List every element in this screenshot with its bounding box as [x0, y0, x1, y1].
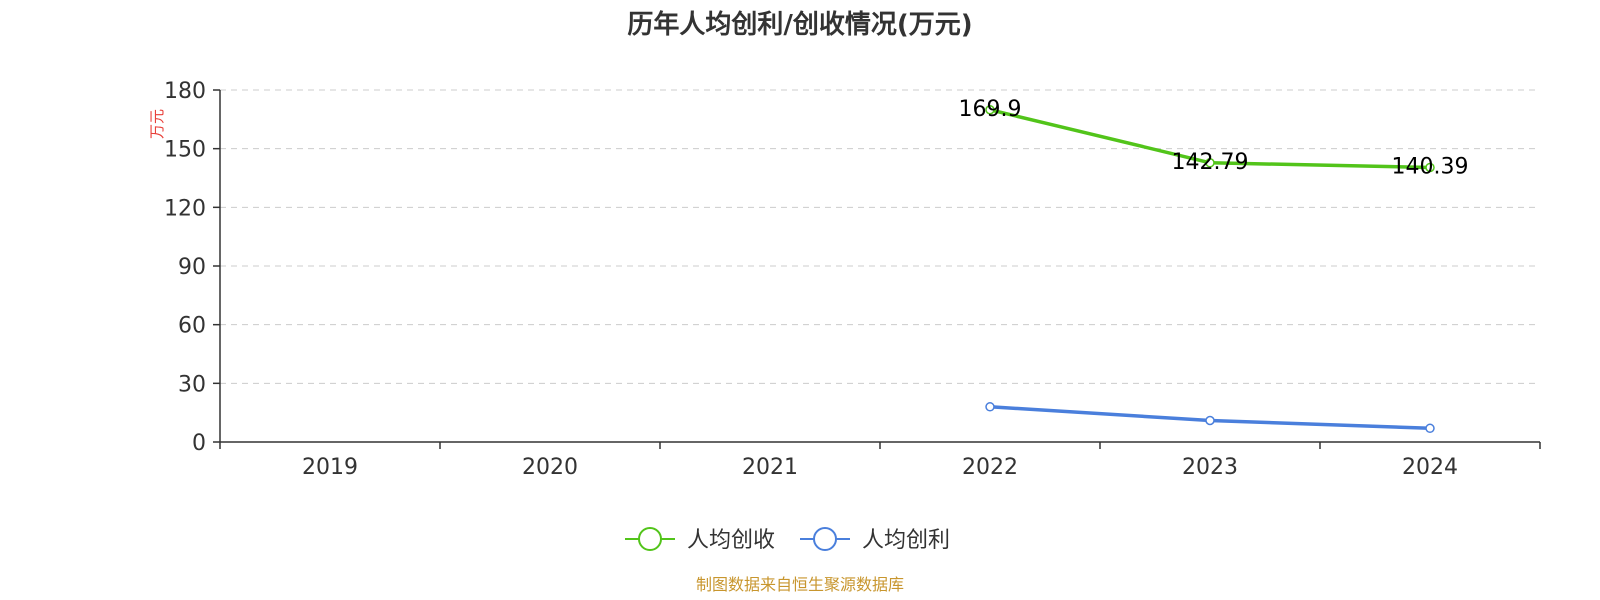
legend-label-1: 人均创利: [862, 528, 950, 553]
source-note: 制图数据来自恒生聚源数据库: [696, 575, 904, 594]
legend-item-0[interactable]: 人均创收: [625, 527, 775, 553]
legend-marker-0: [638, 527, 662, 551]
chart-title: 历年人均创利/创收情况(万元): [627, 9, 972, 40]
x-tick-label-2023: 2023: [1182, 455, 1238, 480]
legend[interactable]: 人均创收 人均创利: [625, 527, 950, 553]
series-0-point-2022[interactable]: [985, 105, 995, 115]
y-tick-label-120: 120: [164, 196, 206, 221]
y-tick-label-180: 180: [164, 79, 206, 104]
data-label-0-2023: 142.79: [1172, 150, 1249, 175]
y-axis-unit-label: 万元: [148, 109, 166, 139]
x-tick-label-2020: 2020: [522, 455, 578, 480]
series-1-point-2022[interactable]: [985, 402, 995, 412]
grid-lines: [220, 89, 1540, 384]
data-label-0-2022: 169.9: [959, 97, 1022, 122]
legend-item-1[interactable]: 人均创利: [800, 527, 950, 553]
series-1-point-2024[interactable]: [1425, 423, 1435, 434]
y-tick-label-60: 60: [178, 314, 206, 339]
data-labels: 169.9 142.79 140.39: [959, 97, 1469, 180]
y-tick-label-150: 150: [164, 138, 206, 163]
series-0-point-2024[interactable]: [1425, 162, 1435, 173]
legend-label-0: 人均创收: [687, 528, 775, 553]
legend-marker-1: [813, 527, 837, 551]
y-tick-label-0: 0: [192, 431, 206, 456]
x-tick-label-2024: 2024: [1402, 455, 1458, 480]
y-tick-label-30: 30: [178, 372, 206, 397]
data-label-0-2024: 140.39: [1392, 154, 1469, 179]
series-1-point-2023[interactable]: [1205, 415, 1215, 426]
y-tick-label-90: 90: [178, 255, 206, 280]
series-0-point-2023[interactable]: [1205, 158, 1215, 168]
x-tick-label-2022: 2022: [962, 455, 1018, 480]
x-tick-label-2021: 2021: [742, 455, 798, 480]
series-lines: [985, 105, 1435, 434]
x-tick-label-2019: 2019: [302, 455, 358, 480]
axes: 0 30 60 90 120 150 180 2019 2020 2021 2022 2023 2024: [164, 79, 1541, 480]
